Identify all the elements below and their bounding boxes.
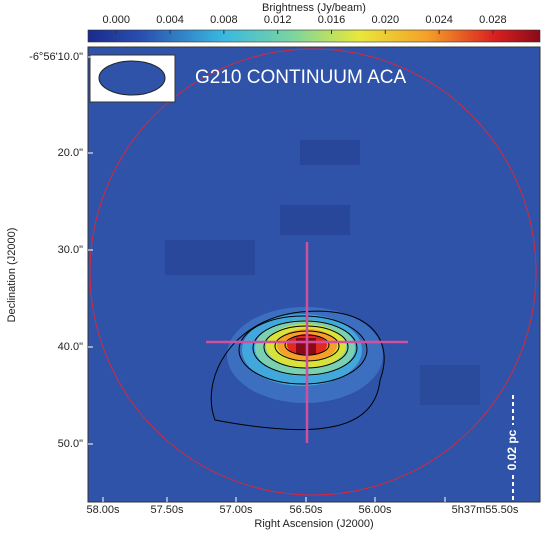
- y-tick-label: 30.0": [58, 244, 83, 256]
- x-tick-label: 57.00s: [219, 504, 253, 516]
- image: [88, 47, 540, 502]
- title: G210 CONTINUUM ACA: [195, 67, 406, 88]
- y-tick-label: 20.0": [58, 147, 83, 159]
- x-axis-label: Right Ascension (J2000): [254, 518, 373, 530]
- x-tick-label: 57.50s: [150, 504, 184, 516]
- colorbar-tick-label: 0.000: [102, 14, 130, 26]
- colorbar-label: Brightness (Jy/beam): [262, 2, 366, 14]
- y-axis-label: Declination (J2000): [6, 228, 18, 323]
- colorbar-tick-label: 0.012: [264, 14, 292, 26]
- colorbar-tick-label: 0.016: [318, 14, 346, 26]
- y-tick-label: 50.0": [58, 438, 83, 450]
- x-tick-label: 56.00s: [358, 504, 392, 516]
- colorbar-tick-label: 0.024: [425, 14, 453, 26]
- colorbar-tick-label: 0.028: [479, 14, 507, 26]
- y-tick-label: -6°56'10.0": [29, 51, 83, 63]
- colorbar-tick-label: 0.008: [210, 14, 238, 26]
- colorbar: [87, 29, 541, 43]
- y-tick-label: 40.0": [58, 341, 83, 353]
- x-tick-label: 58.00s: [86, 504, 120, 516]
- x-tick-label: 56.50s: [289, 504, 323, 516]
- scale-bar-label: 0.02 pc: [505, 429, 519, 470]
- x-tick-label: 5h37m55.50s: [452, 504, 519, 516]
- colorbar-tick-label: 0.020: [372, 14, 400, 26]
- colorbar-tick-label: 0.004: [156, 14, 184, 26]
